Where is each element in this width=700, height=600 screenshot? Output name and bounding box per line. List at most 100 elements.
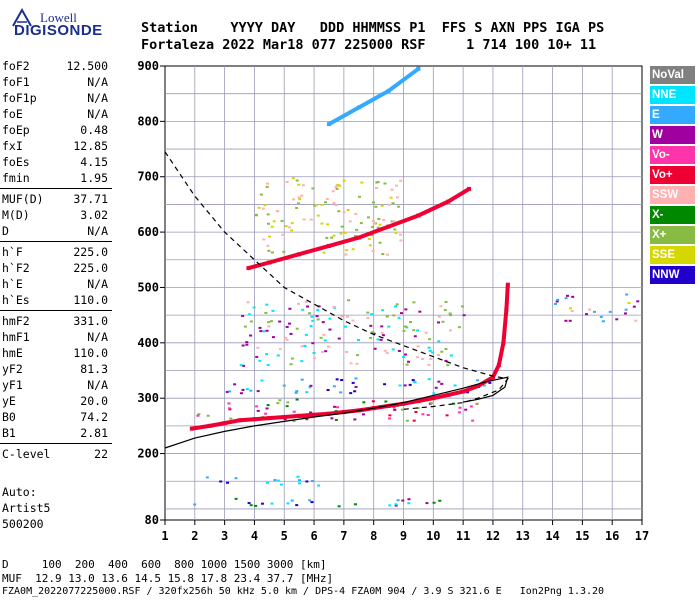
- param-value: 81.3: [80, 362, 108, 376]
- x-tick-label: 12: [486, 529, 500, 543]
- echo-point: [418, 310, 422, 313]
- echo-point: [229, 417, 233, 420]
- param-value: 20.0: [80, 394, 108, 408]
- echo-point: [245, 341, 249, 344]
- echo-point: [294, 391, 298, 394]
- echo-point: [234, 497, 238, 500]
- x-tick-label: 16: [605, 529, 619, 543]
- echo-point: [261, 207, 265, 210]
- trace-point: [496, 362, 501, 367]
- echo-point: [285, 338, 289, 341]
- echo-point: [460, 305, 464, 308]
- echo-point: [399, 312, 403, 315]
- echo-point: [405, 363, 409, 366]
- echo-point: [270, 251, 274, 254]
- echo-point: [287, 226, 291, 229]
- echo-point: [289, 363, 293, 366]
- echo-point: [271, 336, 275, 339]
- echo-point: [308, 499, 312, 502]
- echo-point: [571, 295, 575, 298]
- echo-point: [345, 249, 349, 252]
- echo-point: [370, 331, 374, 334]
- echo-point: [636, 300, 640, 303]
- trace-point: [207, 423, 212, 428]
- echo-point: [264, 311, 268, 314]
- autoscaler-line: Auto:: [2, 485, 37, 499]
- param-value: 110.0: [73, 293, 108, 307]
- echo-point: [405, 419, 409, 422]
- param-label: foF2: [2, 59, 30, 73]
- echo-point: [270, 225, 274, 228]
- echo-point: [588, 308, 592, 311]
- echo-point: [412, 419, 416, 422]
- echo-point: [278, 348, 282, 351]
- param-row: B1 2.81: [0, 425, 112, 441]
- echo-point: [331, 190, 335, 193]
- echo-point: [407, 502, 411, 505]
- echo-point: [366, 216, 370, 219]
- echo-point: [206, 414, 210, 417]
- echo-point: [369, 336, 373, 339]
- echo-point: [585, 313, 589, 316]
- echo-point: [356, 354, 360, 357]
- trace-point: [252, 417, 257, 422]
- param-label: B1: [2, 426, 16, 440]
- param-row: foEp 0.48: [0, 122, 112, 138]
- echo-point: [345, 315, 349, 318]
- param-row: hmE 110.0: [0, 345, 112, 361]
- echo-point: [427, 378, 431, 381]
- echo-point: [270, 502, 274, 505]
- echo-point: [291, 177, 295, 180]
- param-value: 4.15: [80, 155, 108, 169]
- param-row: foF1 N/A: [0, 74, 112, 90]
- echo-point: [345, 350, 349, 353]
- echo-point: [258, 326, 262, 329]
- echo-point: [383, 349, 387, 352]
- echo-point: [488, 381, 492, 384]
- echo-point: [386, 253, 390, 256]
- echo-point: [276, 354, 280, 357]
- echo-point: [296, 475, 300, 478]
- echo-point: [457, 411, 461, 414]
- echo-point: [248, 313, 252, 316]
- param-label: foF1p: [2, 91, 37, 105]
- param-row: B0 74.2: [0, 409, 112, 425]
- echo-point: [370, 313, 374, 316]
- param-separator: [0, 310, 112, 311]
- echo-point: [440, 350, 444, 353]
- trace-point: [246, 266, 251, 271]
- param-label: fxI: [2, 139, 23, 153]
- trace-point: [237, 418, 242, 423]
- echo-point: [399, 179, 403, 182]
- param-row: foF1p N/A: [0, 90, 112, 106]
- distance-row: D 100 200 400 600 800 1000 1500 3000 [km…: [2, 558, 327, 571]
- echo-point: [394, 504, 398, 507]
- echo-point: [353, 235, 357, 238]
- echo-point: [401, 499, 405, 502]
- x-tick-label: 8: [370, 529, 377, 543]
- echo-point: [476, 379, 480, 382]
- legend-entry: SSE: [650, 246, 695, 264]
- echo-point: [300, 194, 304, 197]
- echo-point: [323, 339, 327, 342]
- echo-point: [432, 501, 436, 504]
- echo-point: [349, 392, 353, 395]
- echo-point: [343, 325, 347, 328]
- echo-point: [300, 360, 304, 363]
- echo-point: [266, 244, 270, 247]
- echo-point: [380, 325, 384, 328]
- param-value: 37.71: [73, 192, 108, 206]
- echo-point: [333, 405, 337, 408]
- echo-point: [265, 407, 269, 410]
- echo-point: [340, 225, 344, 228]
- echo-point: [387, 325, 391, 328]
- echo-point: [564, 297, 568, 300]
- x-tick-label: 2: [191, 529, 198, 543]
- echo-point: [267, 325, 271, 328]
- param-value: 225.0: [73, 261, 108, 275]
- echo-point: [249, 389, 253, 392]
- echo-point: [354, 212, 358, 215]
- echo-point: [394, 305, 398, 308]
- echo-point: [353, 418, 357, 421]
- echo-point: [443, 309, 447, 312]
